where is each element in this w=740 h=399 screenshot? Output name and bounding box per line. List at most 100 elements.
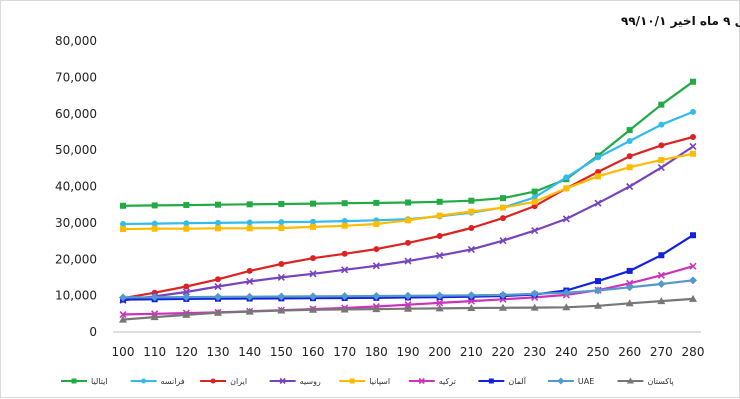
legend-item: ایران (200, 377, 247, 386)
data-point (690, 109, 696, 115)
x-tick-label: 110 (143, 345, 166, 359)
x-tick-label: 250 (587, 345, 610, 359)
legend-label: روسیه (300, 377, 321, 386)
data-point (500, 195, 506, 201)
data-point (278, 261, 284, 267)
data-point (247, 225, 253, 231)
data-point (152, 226, 158, 232)
y-tick-label: 10,000 (55, 289, 97, 303)
data-point (489, 379, 494, 384)
data-point (437, 213, 443, 219)
data-point (532, 189, 538, 195)
data-point (373, 200, 379, 206)
data-point (247, 268, 253, 274)
data-point (627, 127, 633, 133)
data-point (141, 379, 146, 384)
y-tick-label: 70,000 (55, 70, 97, 84)
data-point (278, 201, 284, 207)
data-point (690, 151, 696, 157)
data-point (342, 200, 348, 206)
y-tick-label: 80,000 (55, 34, 97, 48)
data-point (342, 251, 348, 257)
data-point (373, 221, 379, 227)
data-point (310, 224, 316, 230)
legend-item: روسیه (270, 377, 321, 386)
x-tick-label: 230 (523, 345, 546, 359)
x-tick-label: 280 (682, 345, 705, 359)
data-point (563, 185, 569, 191)
legend-item: فرانسه (131, 377, 185, 386)
data-point (500, 205, 506, 211)
data-point (183, 220, 189, 226)
x-tick-label: 260 (618, 345, 641, 359)
data-point (310, 201, 316, 207)
data-point (215, 225, 221, 231)
x-tick-label: 200 (428, 345, 451, 359)
data-point (690, 232, 696, 238)
x-tick-label: 140 (238, 345, 261, 359)
y-tick-label: 60,000 (55, 107, 97, 121)
data-point (183, 284, 189, 290)
data-point (500, 215, 506, 221)
data-point (373, 246, 379, 252)
data-point (183, 226, 189, 232)
legend-label: اسپانیا (369, 377, 390, 386)
data-point (627, 153, 633, 159)
x-tick-label: 270 (650, 345, 673, 359)
x-tick-label: 100 (112, 345, 135, 359)
x-tick-label: 220 (492, 345, 515, 359)
x-tick-label: 180 (365, 345, 388, 359)
x-tick-label: 190 (397, 345, 420, 359)
data-point (247, 220, 253, 226)
data-point (183, 202, 189, 208)
data-point (405, 200, 411, 206)
y-tick-label: 40,000 (55, 180, 97, 194)
data-point (658, 252, 664, 258)
data-point (690, 143, 696, 149)
data-point (215, 202, 221, 208)
data-point (278, 225, 284, 231)
data-point (557, 378, 564, 385)
data-point (437, 233, 443, 239)
x-tick-label: 120 (175, 345, 198, 359)
legend-item: ترکیه (409, 377, 456, 386)
data-point (405, 217, 411, 223)
data-point (215, 276, 221, 282)
legend-label: ایتالیا (91, 377, 108, 386)
data-point (689, 276, 697, 284)
data-point (658, 122, 664, 128)
data-point (350, 379, 355, 384)
legend-item: پاکستان (617, 377, 673, 386)
x-tick-label: 240 (555, 345, 578, 359)
data-point (468, 225, 474, 231)
legend: ایتالیا فرانسه ایران روسیه اسپانیا ترکیه آلمان… (61, 376, 674, 386)
x-tick-label: 150 (270, 345, 293, 359)
series-layer (119, 79, 697, 323)
data-point (595, 278, 601, 284)
x-tick-label: 170 (333, 345, 356, 359)
x-tick-label: 160 (302, 345, 325, 359)
data-point (342, 223, 348, 229)
data-point (247, 201, 253, 207)
data-point (658, 102, 664, 108)
x-tick-label: 210 (460, 345, 483, 359)
data-point (658, 157, 664, 163)
data-point (657, 280, 665, 288)
data-point (595, 154, 601, 160)
data-point (690, 134, 696, 140)
series-2 (120, 109, 696, 227)
legend-label: فرانسه (161, 377, 185, 386)
data-point (72, 379, 77, 384)
series-1 (120, 79, 696, 209)
data-point (120, 203, 126, 209)
data-point (627, 138, 633, 144)
series-5 (120, 151, 696, 232)
data-point (310, 255, 316, 261)
data-point (595, 173, 601, 179)
y-tick-label: 0 (89, 325, 97, 339)
y-tick-label: 30,000 (55, 216, 97, 230)
chart-title: نمودار ۴ – مقایسه میزان فوتی کشورهای همز… (621, 14, 740, 29)
legend-label: UAE (578, 377, 594, 386)
